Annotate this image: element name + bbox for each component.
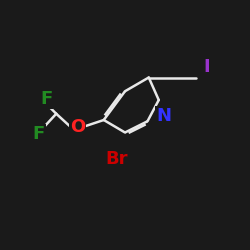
Text: O: O bbox=[70, 118, 85, 136]
Text: I: I bbox=[203, 58, 209, 76]
Text: Br: Br bbox=[105, 150, 128, 168]
Text: F: F bbox=[32, 125, 45, 143]
Text: F: F bbox=[40, 90, 52, 108]
Text: N: N bbox=[156, 107, 171, 125]
